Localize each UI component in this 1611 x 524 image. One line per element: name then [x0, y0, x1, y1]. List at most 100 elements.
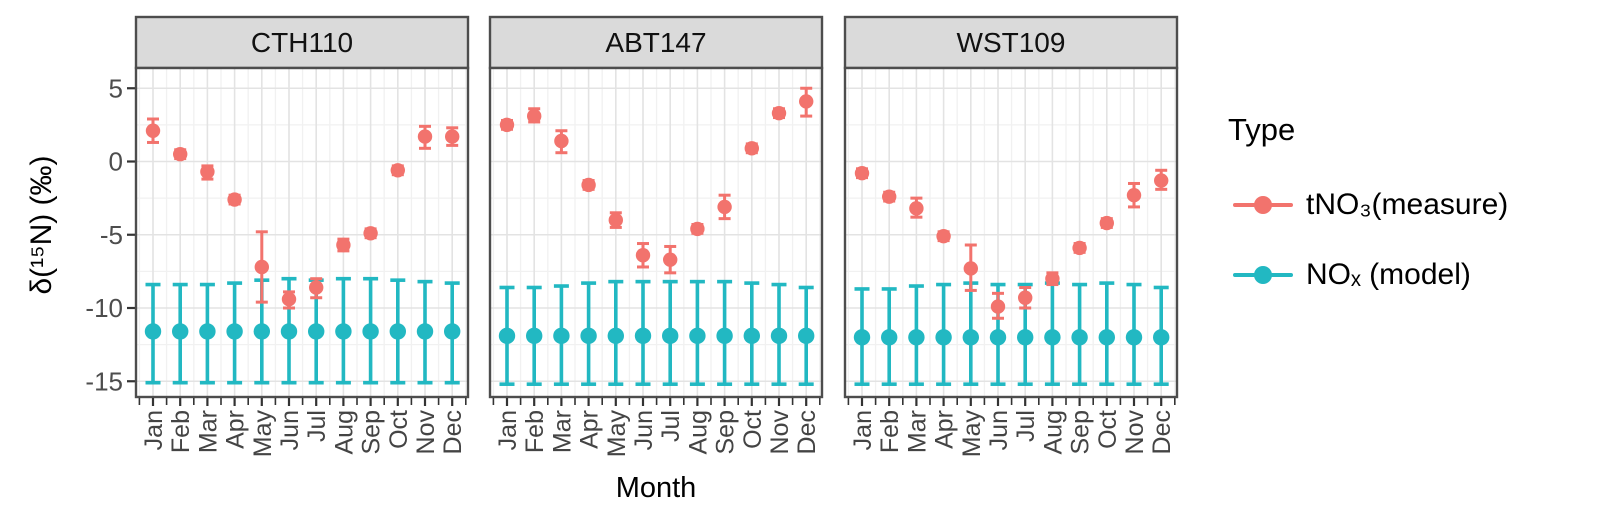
- data-point-model-Aug: [1044, 329, 1061, 346]
- data-point-model-Nov: [416, 323, 434, 340]
- data-point-model-Feb: [172, 323, 189, 340]
- data-point-model-Jul: [662, 327, 679, 345]
- data-point-measure-Dec: [1154, 173, 1169, 188]
- month-label: Jun: [985, 410, 1013, 450]
- data-point-model-Mar: [908, 329, 925, 346]
- data-point-model-Nov: [1125, 329, 1143, 346]
- data-point-measure-Jan: [145, 123, 161, 138]
- data-point-model-Jun: [280, 323, 298, 340]
- data-point-measure-Sep: [1072, 240, 1087, 256]
- data-point-measure-Sep: [363, 226, 378, 241]
- data-point-measure-Aug: [1045, 271, 1060, 286]
- data-point-model-Jan: [498, 327, 516, 345]
- data-point-model-Feb: [526, 327, 543, 345]
- facet-panel-ABT147: ABT147 Jan Feb Mar Apr May Jun Jul Aug Sep Oct Nov D…: [488, 15, 824, 457]
- facet-title: WST109: [957, 27, 1066, 58]
- month-label: Feb: [521, 410, 549, 453]
- data-point-measure-Aug: [690, 221, 705, 237]
- y-tick-label: 0: [109, 147, 123, 177]
- facet-header: [843, 15, 1179, 70]
- month-label: Apr: [931, 410, 959, 449]
- data-point-model-Jun: [634, 327, 652, 345]
- legend-label-model: NOₓ (model): [1306, 258, 1471, 291]
- data-point-measure-Feb: [173, 146, 188, 162]
- month-label: Sep: [358, 410, 386, 454]
- data-point-measure-Aug: [336, 237, 351, 253]
- legend-key-model: [1233, 252, 1293, 298]
- data-point-measure-May: [963, 261, 978, 276]
- data-point-model-Oct: [389, 323, 406, 340]
- month-label: Feb: [876, 410, 904, 453]
- data-point-model-May: [962, 329, 979, 346]
- data-point-model-Apr: [935, 329, 952, 346]
- data-point-measure-Dec: [445, 129, 460, 144]
- month-label: Jan: [849, 410, 877, 450]
- data-point-model-Jun: [989, 329, 1007, 346]
- month-label: Jan: [140, 410, 168, 450]
- legend-label-measure: tNO₃(measure): [1306, 188, 1509, 221]
- month-label: Nov: [412, 410, 440, 455]
- month-label: Oct: [385, 410, 413, 449]
- data-point-model-Sep: [716, 327, 733, 345]
- data-point-model-May: [253, 323, 270, 340]
- data-point-measure-Jul: [1017, 290, 1033, 305]
- month-label: Aug: [684, 410, 712, 454]
- facet-panel-CTH110: CTH110 Jan Feb Mar Apr May Jun Jul Aug Sep Oct Nov D…: [134, 15, 470, 458]
- y-tick-label: 5: [109, 73, 123, 103]
- month-label: Jul: [303, 410, 331, 442]
- month-label: Dec: [439, 410, 467, 454]
- data-point-measure-Feb: [882, 189, 897, 204]
- data-point-model-Apr: [226, 323, 243, 340]
- legend-entry-model: NOₓ (model): [1233, 252, 1610, 298]
- legend-point-icon: [1254, 196, 1272, 214]
- month-label: Mar: [548, 410, 576, 453]
- data-point-measure-Dec: [799, 94, 814, 109]
- data-point-measure-May: [254, 259, 269, 275]
- data-point-measure-Jun: [635, 248, 651, 263]
- month-label: Oct: [739, 410, 767, 449]
- data-point-measure-Oct: [390, 163, 405, 178]
- data-point-model-Aug: [335, 323, 352, 340]
- month-label: Mar: [194, 410, 222, 453]
- data-point-model-Jul: [1016, 329, 1034, 346]
- data-point-model-Sep: [1071, 329, 1088, 346]
- data-point-model-Jan: [144, 323, 162, 340]
- y-axis-title: δ(¹⁵N) (‰): [25, 155, 58, 295]
- data-point-measure-Oct: [744, 141, 759, 156]
- data-point-measure-Nov: [1126, 187, 1142, 203]
- month-label: Sep: [1067, 410, 1095, 454]
- facet-panel-WST109: WST109 Jan Feb Mar Apr May Jun Jul Aug Sep Oct Nov D…: [843, 15, 1179, 457]
- month-label: May: [249, 410, 277, 458]
- data-point-measure-Jun: [281, 292, 297, 307]
- month-label: Feb: [167, 410, 195, 453]
- month-label: Jul: [1012, 410, 1040, 442]
- month-label: Aug: [330, 410, 358, 454]
- data-point-measure-Jan: [854, 166, 870, 181]
- data-point-measure-Mar: [909, 201, 924, 216]
- facet-title: CTH110: [251, 27, 353, 58]
- data-point-model-Sep: [362, 323, 379, 340]
- y-tick-label: -5: [100, 220, 123, 250]
- data-point-measure-Nov: [417, 129, 433, 144]
- legend-point-icon: [1254, 266, 1272, 284]
- month-label: Dec: [1148, 410, 1176, 454]
- data-point-model-Dec: [1153, 329, 1170, 346]
- data-point-model-Jan: [853, 329, 871, 346]
- data-point-model-May: [607, 327, 624, 345]
- month-label: Oct: [1094, 410, 1122, 449]
- legend-key-measure: [1233, 182, 1293, 228]
- data-point-model-Dec: [444, 323, 461, 340]
- data-point-model-Oct: [1098, 329, 1116, 346]
- data-point-model-Mar: [199, 323, 216, 340]
- data-point-model-Apr: [580, 327, 597, 345]
- data-point-measure-Oct: [1099, 215, 1115, 231]
- month-label: Dec: [793, 410, 821, 454]
- data-point-measure-May: [608, 212, 623, 228]
- panel-border: [488, 66, 824, 399]
- panel-border: [134, 66, 470, 399]
- data-point-measure-Apr: [581, 177, 596, 193]
- legend-entry-measure: tNO₃(measure): [1233, 182, 1610, 228]
- panel-border: [843, 66, 1179, 399]
